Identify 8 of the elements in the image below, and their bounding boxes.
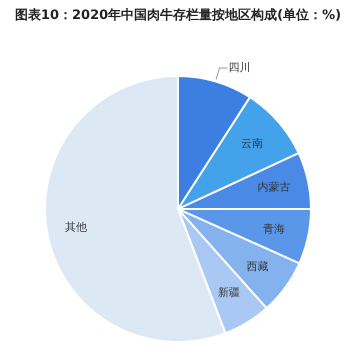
slice-label: 新疆 xyxy=(218,286,240,299)
slice-label: 内蒙古 xyxy=(258,180,291,194)
slice-label: 云南 xyxy=(241,137,264,150)
chart-title: 图表10：2020年中国肉牛存栏量按地区构成(单位：%) xyxy=(14,7,342,24)
slice-label: 西藏 xyxy=(246,260,268,273)
slice-label: 青海 xyxy=(263,222,286,236)
slice-label: 其他 xyxy=(64,220,87,234)
slice-label: 四川 xyxy=(228,60,250,74)
